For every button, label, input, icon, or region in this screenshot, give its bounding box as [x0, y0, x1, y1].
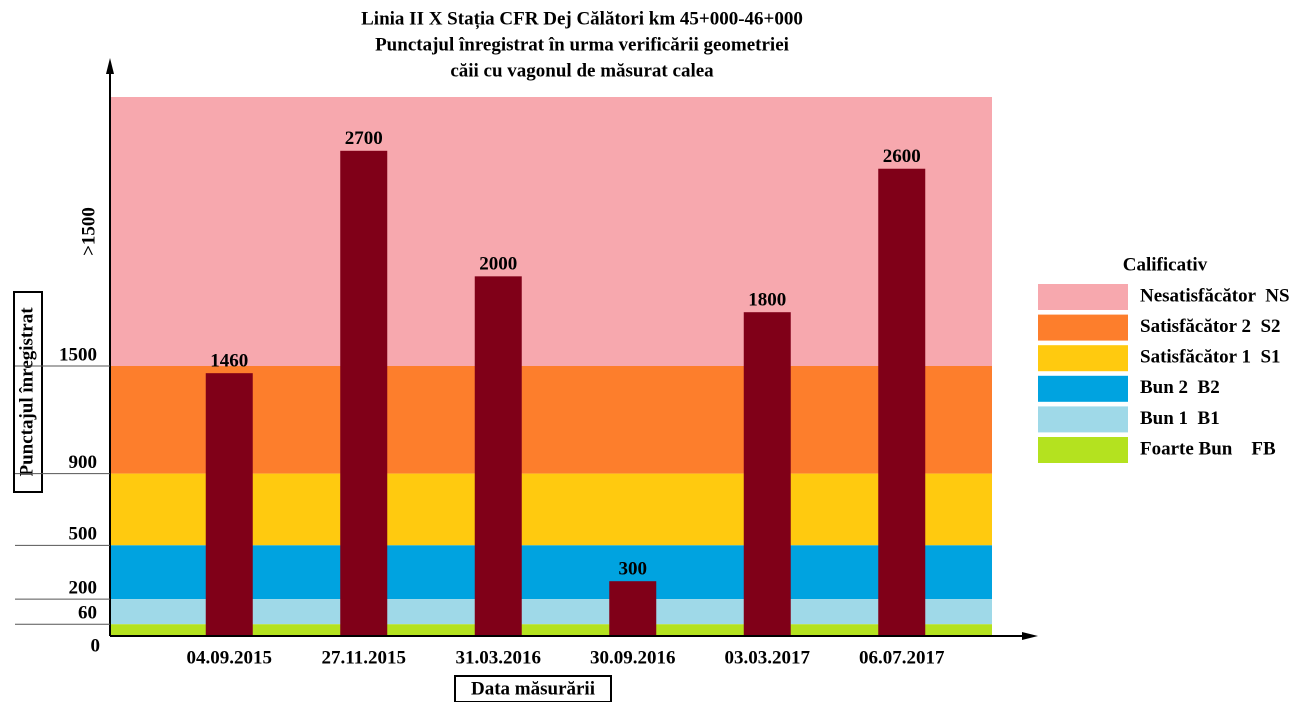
value-label: 1460: [210, 351, 248, 372]
legend-title: Calificativ: [1123, 254, 1208, 275]
legend-swatch: [1038, 437, 1128, 463]
legend-label: Bun 2 B2: [1140, 377, 1220, 398]
y-axis-label: Punctajul înregistrat: [16, 307, 37, 477]
bar: [205, 373, 253, 635]
x-tick-label: 06.07.2017: [859, 647, 945, 668]
x-axis-label: Data măsurării: [471, 678, 595, 699]
x-tick-label: 04.09.2015: [187, 647, 273, 668]
y-tick-label: >1500: [78, 207, 99, 256]
bar: [743, 312, 791, 635]
legend-swatch: [1038, 345, 1128, 372]
x-tick-label: 03.03.2017: [725, 647, 811, 668]
value-label: 1800: [748, 290, 786, 311]
legend-swatch: [1038, 406, 1128, 433]
value-label: 300: [619, 559, 648, 580]
x-arrow: [1022, 632, 1038, 640]
band: [110, 97, 992, 366]
x-tick-label: 27.11.2015: [322, 647, 406, 668]
legend-label: Satisfăcător 2 S2: [1140, 316, 1281, 337]
x-tick-label: 31.03.2016: [456, 647, 542, 668]
legend-label: Satisfăcător 1 S1: [1140, 347, 1281, 368]
marks: [205, 150, 926, 636]
value-label: 2000: [479, 254, 517, 275]
chart-subtitle: căii cu vagonul de măsurat calea: [450, 60, 714, 81]
y-label-box: [13, 291, 43, 493]
x-label-box: [454, 675, 612, 702]
chart-title: Linia II X Stația CFR Dej Călători km 45…: [361, 8, 803, 29]
legend-label: Nesatisfăcător NS: [1140, 285, 1290, 306]
band: [110, 473, 992, 546]
band: [110, 366, 992, 474]
y-tick-label: 200: [69, 577, 98, 598]
legend-swatch: [1038, 284, 1128, 310]
bar: [609, 581, 657, 635]
band: [110, 545, 992, 600]
x-tick-label: 30.09.2016: [590, 647, 676, 668]
y-tick-label: 900: [69, 452, 98, 473]
y-tick-label: 0: [91, 635, 101, 656]
y-tick-label: 500: [69, 524, 98, 545]
legend-label: Bun 1 B1: [1140, 408, 1220, 429]
value-label: 2600: [883, 146, 921, 167]
band: [110, 624, 992, 635]
y-tick-label: 1500: [59, 344, 97, 365]
bar: [878, 168, 926, 635]
band: [110, 599, 992, 625]
y-arrow: [106, 58, 114, 74]
chart-subtitle: Punctajul înregistrat în urma verificări…: [375, 34, 789, 55]
y-tick-label: 60: [78, 603, 97, 624]
bands: [110, 97, 992, 635]
legend-label: Foarte Bun FB: [1140, 438, 1276, 459]
legend-swatch: [1038, 314, 1128, 341]
bar: [340, 150, 388, 636]
value-label: 2700: [345, 128, 383, 149]
legend-swatch: [1038, 375, 1128, 402]
bar: [474, 276, 522, 635]
